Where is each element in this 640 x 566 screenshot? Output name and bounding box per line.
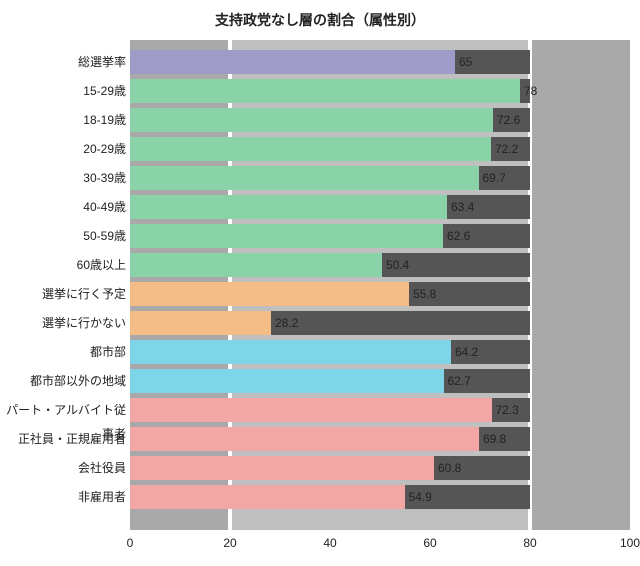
x-axis-tick: 80 [523, 536, 536, 550]
bar [130, 137, 491, 161]
bar-value-label: 28.2 [271, 311, 298, 335]
bar-value-label: 63.4 [447, 195, 474, 219]
y-axis-label: 40-49歳 [4, 195, 126, 219]
bar-row: 69.8 [130, 425, 630, 453]
bar [130, 369, 444, 393]
bar-chart: 支持政党なし層の割合（属性別） 65 7872.6 72.2 69.763.4 62.6… [0, 0, 640, 566]
bar [130, 166, 479, 190]
bar-value-label: 62.6 [443, 224, 470, 248]
bar-value-label: 60.8 [434, 456, 461, 480]
chart-title: 支持政党なし層の割合（属性別） [0, 10, 640, 30]
x-axis-tick: 0 [127, 536, 134, 550]
bar [130, 485, 405, 509]
y-axis-label: 都市部以外の地域 [4, 369, 126, 393]
y-axis-label: 15-29歳 [4, 79, 126, 103]
bar [130, 50, 455, 74]
x-axis-tick: 60 [423, 536, 436, 550]
bar-row: 28.2 [130, 309, 630, 337]
bar [130, 311, 271, 335]
bar-row: 72.3 [130, 396, 630, 424]
bar-row: 62.7 [130, 367, 630, 395]
x-axis: 020406080100(%) [130, 530, 630, 560]
y-axis-label: 50-59歳 [4, 224, 126, 248]
bar-value-label: 72.2 [491, 137, 518, 161]
x-axis-tick: 100 [620, 536, 640, 550]
x-axis-tick: 20 [223, 536, 236, 550]
bar [130, 340, 451, 364]
bar-value-label: 78 [520, 79, 537, 103]
bar-value-label: 69.8 [479, 427, 506, 451]
y-axis-label: 総選挙率 [4, 50, 126, 74]
bar-value-label: 72.3 [492, 398, 519, 422]
y-axis-label: 選挙に行く予定 [4, 282, 126, 306]
bar [130, 195, 447, 219]
bar-row: 72.2 [130, 135, 630, 163]
bar-value-label: 72.6 [493, 108, 520, 132]
plot-area: 65 7872.6 72.2 69.763.4 62.6 50.455.8 28.2 64.2… [130, 40, 630, 530]
bar [130, 253, 382, 277]
bar-row: 50.4 [130, 251, 630, 279]
bar-value-label: 62.7 [444, 369, 471, 393]
bar-value-label: 69.7 [479, 166, 506, 190]
bars-container: 65 7872.6 72.2 69.763.4 62.6 50.455.8 28.2 64.2… [130, 48, 630, 512]
bar-value-label: 65 [455, 50, 472, 74]
y-axis-label: 正社員・正規雇用者 [4, 427, 126, 451]
bar-value-label: 55.8 [409, 282, 436, 306]
bar-row: 64.2 [130, 338, 630, 366]
bar-row: 78 [130, 77, 630, 105]
y-axis-label: パート・アルバイト従事者 [4, 398, 126, 422]
bar [130, 427, 479, 451]
y-axis-label: 都市部 [4, 340, 126, 364]
bar [130, 456, 434, 480]
bar [130, 79, 520, 103]
y-axis-label: 30-39歳 [4, 166, 126, 190]
y-axis-label: 20-29歳 [4, 137, 126, 161]
bar-row: 60.8 [130, 454, 630, 482]
bar-value-label: 50.4 [382, 253, 409, 277]
y-axis-label: 選挙に行かない [4, 311, 126, 335]
y-axis-label: 18-19歳 [4, 108, 126, 132]
bar [130, 282, 409, 306]
bar-row: 63.4 [130, 193, 630, 221]
bar-row: 69.7 [130, 164, 630, 192]
bar-row: 55.8 [130, 280, 630, 308]
bar-row: 62.6 [130, 222, 630, 250]
y-axis-label: 60歳以上 [4, 253, 126, 277]
bar [130, 398, 492, 422]
y-axis-label: 非雇用者 [4, 485, 126, 509]
bar-row: 72.6 [130, 106, 630, 134]
bar-value-label: 54.9 [405, 485, 432, 509]
bar [130, 224, 443, 248]
x-axis-tick: 40 [323, 536, 336, 550]
bar-row: 54.9 [130, 483, 630, 511]
bar-value-label: 64.2 [451, 340, 478, 364]
bar [130, 108, 493, 132]
bar-row: 65 [130, 48, 630, 76]
y-axis-label: 会社役員 [4, 456, 126, 480]
